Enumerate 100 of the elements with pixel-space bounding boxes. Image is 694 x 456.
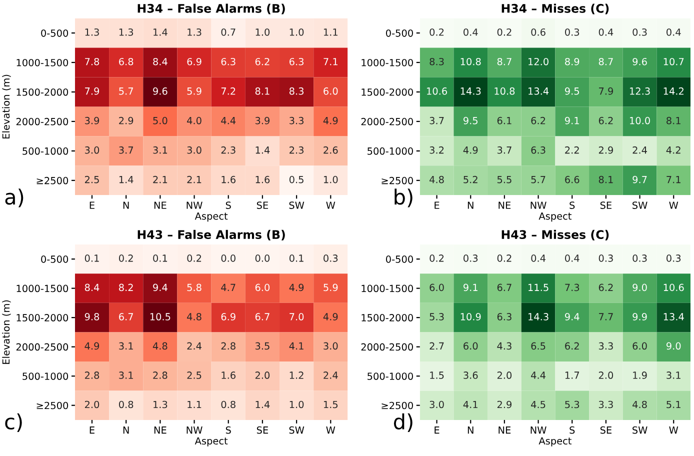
- data-label: 14.3: [528, 313, 548, 320]
- data-label: 0.4: [565, 254, 580, 262]
- y-tick-label: 0-500: [41, 29, 68, 37]
- data-label: 3.5: [255, 342, 270, 350]
- data-label: 6.2: [531, 116, 546, 124]
- data-label: 0.3: [632, 254, 647, 262]
- x-tick-label: NE: [498, 202, 511, 209]
- y-tick-label: 1000-1500: [16, 58, 68, 66]
- x-tick-label: SE: [256, 426, 268, 434]
- data-label: 1.3: [154, 400, 168, 408]
- x-tick-label: S: [570, 202, 575, 209]
- data-label: 11.5: [528, 284, 548, 292]
- data-label: 2.9: [497, 400, 512, 408]
- data-label: 9.1: [464, 284, 478, 292]
- data-label: 0.4: [666, 28, 681, 36]
- y-tick-label: 2000-2500: [361, 343, 413, 351]
- data-label: 4.1: [289, 342, 304, 350]
- data-label: 7.1: [324, 58, 338, 66]
- data-label: 6.7: [255, 313, 270, 320]
- data-label: 5.9: [187, 87, 202, 95]
- data-label: 8.1: [666, 116, 680, 124]
- data-label: 9.8: [84, 313, 100, 320]
- data-label: 4.9: [84, 342, 100, 350]
- y-axis-title: Elevation (m): [2, 300, 11, 364]
- text: a): [5, 188, 24, 208]
- data-label: 2.3: [290, 146, 304, 154]
- y-tick-label: 500-1000: [368, 372, 413, 380]
- x-tick-label: S: [226, 426, 231, 434]
- data-label: 1.3: [119, 28, 134, 36]
- data-label: 3.3: [598, 342, 613, 350]
- data-label: 6.3: [497, 313, 512, 320]
- data-label: 9.4: [153, 284, 168, 292]
- data-label: 8.2: [119, 284, 133, 292]
- x-axis-title: Aspect: [538, 437, 572, 446]
- data-label: 4.9: [289, 284, 304, 292]
- data-label: 3.3: [598, 400, 613, 408]
- data-label: 0.3: [666, 254, 681, 262]
- data-label: 4.1: [463, 400, 478, 408]
- y-tick-label: 500-1000: [368, 147, 413, 155]
- x-tick-label: NW: [186, 202, 202, 209]
- data-label: 2.0: [255, 372, 270, 379]
- data-label: 6.2: [598, 116, 613, 124]
- data-label: 3.0: [187, 146, 202, 154]
- data-label: 1.6: [256, 176, 270, 184]
- data-label: 0.4: [598, 28, 614, 36]
- data-label: 5.7: [119, 88, 133, 95]
- data-label: 5.3: [430, 313, 444, 320]
- data-label: 6.0: [464, 342, 478, 350]
- y-tick-label: 1500-2000: [16, 88, 68, 96]
- data-label: 7.0: [290, 313, 304, 320]
- data-label: 8.7: [497, 58, 512, 66]
- data-label: 5.5: [497, 176, 512, 184]
- data-label: 0.1: [289, 254, 304, 262]
- data-label: 6.0: [430, 284, 444, 292]
- x-axis-title: Aspect: [194, 437, 228, 446]
- x-tick-label: E: [434, 426, 440, 434]
- data-label: 0.7: [221, 28, 236, 36]
- data-label: 10.6: [664, 284, 684, 292]
- data-label: 0.2: [430, 254, 444, 262]
- data-label: 6.2: [598, 284, 613, 292]
- data-label: 6.7: [497, 284, 512, 292]
- x-tick-label: SW: [632, 202, 648, 209]
- data-label: 3.0: [324, 342, 338, 350]
- data-label: 6.0: [632, 342, 647, 350]
- data-label: 5.3: [565, 400, 580, 408]
- data-label: 2.1: [187, 176, 202, 184]
- data-label: 1.3: [188, 28, 202, 36]
- chart-title: H43 – False Alarms (B): [138, 230, 285, 240]
- data-label: 1.6: [222, 176, 236, 184]
- data-label: 0.1: [153, 254, 168, 262]
- data-label: 6.3: [221, 58, 236, 66]
- data-label: 8.1: [255, 87, 270, 95]
- data-label: 2.8: [84, 372, 100, 379]
- data-label: 0.3: [324, 254, 338, 262]
- data-label: 1.0: [256, 28, 270, 36]
- data-label: 2.0: [497, 372, 512, 379]
- data-label: 8.1: [598, 176, 613, 184]
- data-label: 5.1: [666, 400, 680, 408]
- data-label: 6.3: [531, 146, 546, 154]
- data-label: 9.4: [565, 313, 580, 320]
- data-label: 2.8: [153, 372, 168, 379]
- data-label: 10.6: [427, 87, 447, 95]
- data-label: 0.2: [187, 254, 202, 262]
- x-tick-label: NE: [154, 426, 166, 434]
- data-label: 3.1: [119, 372, 133, 379]
- y-tick-label: 0-500: [386, 256, 413, 263]
- data-label: 5.8: [187, 284, 202, 292]
- data-label: 2.3: [221, 146, 236, 154]
- data-label: 6.6: [565, 176, 580, 184]
- data-label: 6.2: [565, 342, 579, 350]
- data-label: 5.2: [464, 176, 478, 184]
- data-label: 1.2: [290, 372, 304, 379]
- data-label: 10.9: [460, 313, 481, 320]
- data-label: 1.1: [324, 28, 338, 36]
- chart-title: H34 – False Alarms (B): [138, 4, 285, 14]
- data-label: 6.9: [221, 313, 236, 320]
- data-label: 1.4: [256, 400, 270, 408]
- data-label: 7.9: [85, 87, 100, 95]
- x-tick-label: N: [123, 426, 129, 434]
- x-tick-label: S: [226, 202, 231, 209]
